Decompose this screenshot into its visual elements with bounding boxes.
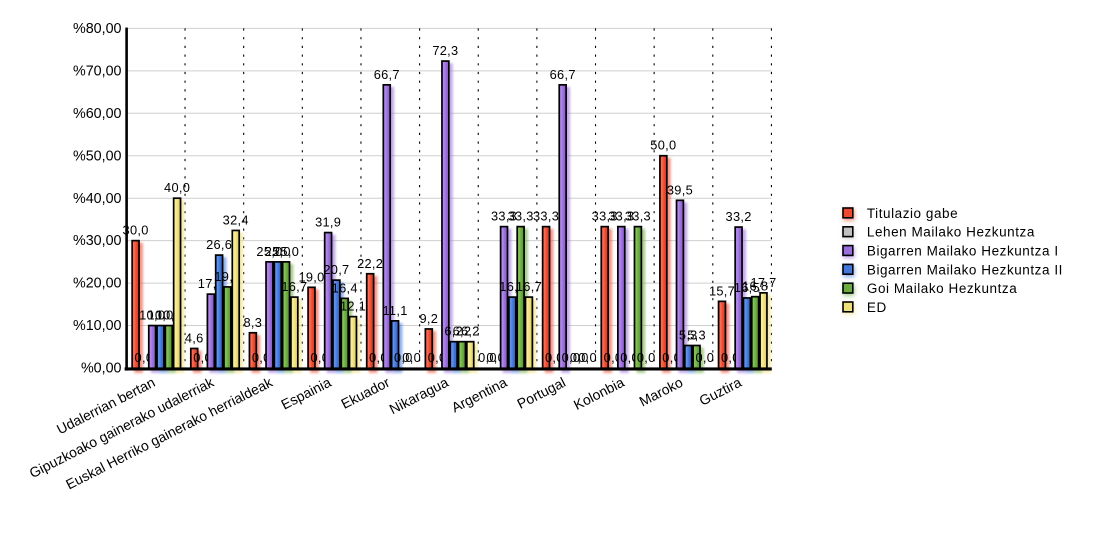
svg-text:5,3: 5,3 [687,328,706,343]
svg-text:16,8: 16,8 [742,279,768,294]
svg-text:8,3: 8,3 [244,315,263,330]
svg-text:Bigarren Mailako Hezkuntza II: Bigarren Mailako Hezkuntza II [867,262,1063,277]
svg-text:%30,00: %30,00 [73,233,122,249]
svg-text:Titulazio gabe: Titulazio gabe [867,206,958,221]
svg-text:30,0: 30,0 [123,223,149,238]
svg-text:33,3: 33,3 [592,209,618,224]
svg-text:25,0: 25,0 [273,244,299,259]
svg-text:%40,00: %40,00 [73,191,122,207]
svg-text:ED: ED [867,300,887,315]
svg-text:%10,00: %10,00 [73,318,122,334]
svg-text:33,3: 33,3 [533,209,559,224]
svg-text:22,2: 22,2 [357,256,383,271]
svg-text:%0,00: %0,00 [81,361,122,377]
svg-text:%80,00: %80,00 [73,21,122,37]
svg-text:31,9: 31,9 [315,215,341,230]
svg-text:6,2: 6,2 [461,324,480,339]
svg-text:17,7: 17,7 [750,275,776,290]
svg-text:%70,00: %70,00 [73,63,122,79]
svg-text:33,3: 33,3 [625,209,651,224]
svg-text:66,7: 66,7 [374,67,400,82]
svg-text:40,0: 40,0 [164,180,190,195]
svg-text:33,3: 33,3 [608,209,634,224]
svg-text:12,1: 12,1 [340,299,366,314]
svg-text:39,5: 39,5 [667,182,693,197]
svg-text:0,0: 0,0 [578,350,597,365]
svg-text:19,0: 19,0 [298,269,324,284]
svg-text:0,0: 0,0 [562,350,581,365]
svg-text:0,0: 0,0 [402,350,421,365]
svg-text:72,3: 72,3 [432,43,458,58]
svg-text:11,1: 11,1 [382,303,407,318]
svg-text:20,7: 20,7 [323,262,349,277]
svg-text:10,0: 10,0 [139,308,165,323]
svg-text:26,6: 26,6 [206,237,232,252]
svg-text:33,2: 33,2 [726,209,752,224]
svg-text:16,4: 16,4 [332,280,358,295]
svg-text:33,3: 33,3 [491,209,517,224]
svg-text:0,0: 0,0 [637,350,656,365]
svg-text:0,0: 0,0 [570,350,589,365]
svg-text:0,0: 0,0 [394,350,413,365]
svg-text:4,6: 4,6 [185,330,204,345]
svg-text:33,3: 33,3 [508,209,534,224]
svg-text:%50,00: %50,00 [73,148,122,164]
svg-text:9,2: 9,2 [419,311,438,326]
svg-text:5,3: 5,3 [679,328,698,343]
svg-text:32,4: 32,4 [223,212,249,227]
svg-text:16,7: 16,7 [281,279,307,294]
svg-text:15,7: 15,7 [709,283,735,298]
svg-text:0,0: 0,0 [696,350,715,365]
svg-text:10,0: 10,0 [147,308,173,323]
svg-text:Goi Mailako Hezkuntza: Goi Mailako Hezkuntza [867,281,1017,296]
svg-text:6,2: 6,2 [444,324,463,339]
svg-text:50,0: 50,0 [650,138,676,153]
svg-text:%20,00: %20,00 [73,276,122,292]
svg-text:Bigarren Mailako Hezkuntza I: Bigarren Mailako Hezkuntza I [867,244,1059,259]
svg-text:%60,00: %60,00 [73,106,122,122]
svg-text:16,7: 16,7 [516,279,542,294]
svg-text:16,5: 16,5 [734,280,760,295]
svg-text:25,0: 25,0 [265,244,291,259]
svg-text:25,0: 25,0 [256,244,282,259]
svg-text:0,0: 0,0 [478,350,497,365]
svg-text:Lehen Mailako Hezkuntza: Lehen Mailako Hezkuntza [867,225,1035,240]
svg-text:6,2: 6,2 [453,324,472,339]
svg-text:66,7: 66,7 [550,67,576,82]
